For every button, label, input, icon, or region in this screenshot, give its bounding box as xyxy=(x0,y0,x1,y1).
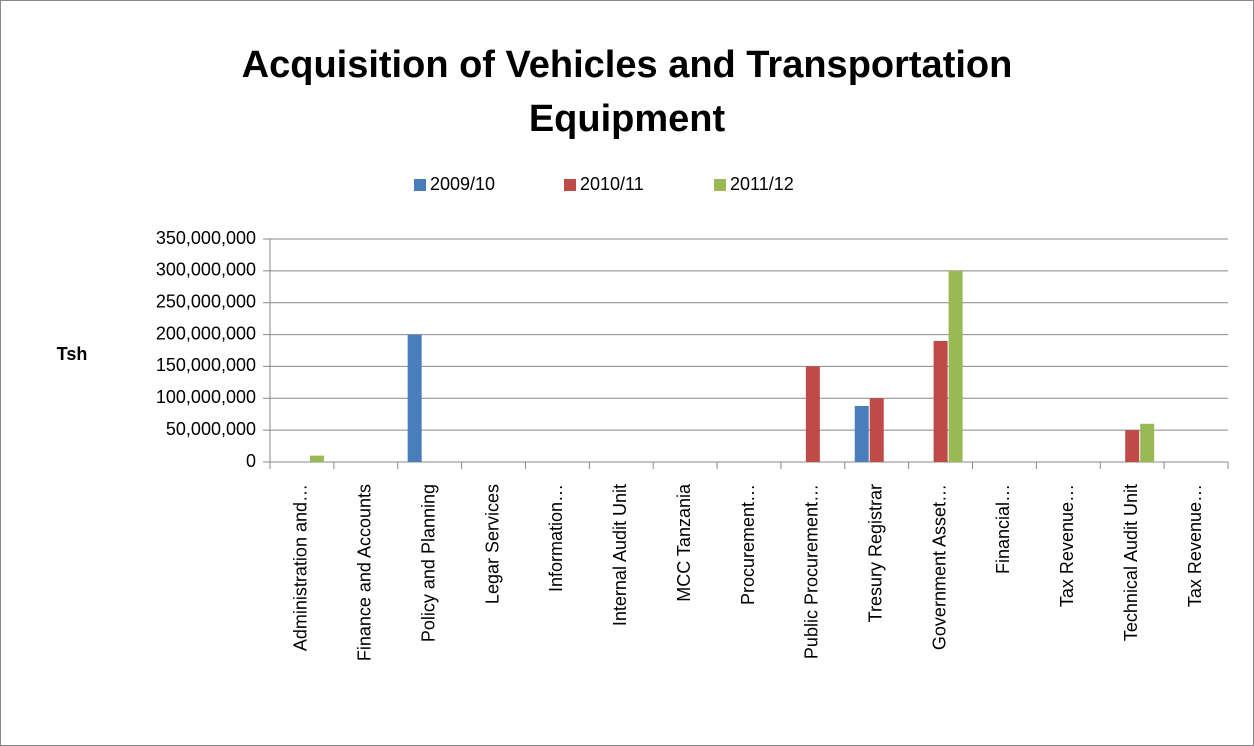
legend-label: 2011/12 xyxy=(730,174,794,194)
x-tick-label: Policy and Planning xyxy=(418,484,438,642)
legend-swatch xyxy=(414,179,426,191)
x-tick-label: Internal Audit Unit xyxy=(610,484,630,626)
bar xyxy=(948,270,963,462)
x-tick-label: Financial… xyxy=(993,484,1013,574)
y-tick-label: 150,000,000 xyxy=(156,355,256,375)
bar xyxy=(933,340,948,462)
x-tick-label: Tax Revenue… xyxy=(1057,484,1077,607)
legend-swatch xyxy=(714,179,726,191)
y-tick-label: 300,000,000 xyxy=(156,260,256,280)
y-tick-label: 200,000,000 xyxy=(156,323,256,343)
y-tick-label: 0 xyxy=(246,451,256,471)
x-tick-label: Legar Services xyxy=(482,484,502,604)
bar xyxy=(407,334,422,462)
bar xyxy=(1140,423,1155,462)
x-tick-label: Public Procurement… xyxy=(802,484,822,659)
legend-label: 2010/11 xyxy=(580,174,644,194)
y-axis-label: Tsh xyxy=(57,344,88,364)
bar xyxy=(805,366,820,462)
x-tick-label: Tresury Registrar xyxy=(865,484,885,622)
y-tick-label: 50,000,000 xyxy=(166,419,256,439)
x-tick-label: Government Asset… xyxy=(929,484,949,650)
bar xyxy=(869,398,884,462)
bar xyxy=(1125,430,1140,462)
y-tick-label: 350,000,000 xyxy=(156,228,256,248)
bar xyxy=(309,455,324,462)
x-tick-label: Technical Audit Unit xyxy=(1121,484,1141,641)
x-tick-label: Administration and… xyxy=(291,484,311,651)
legend-swatch xyxy=(564,179,576,191)
y-tick-label: 100,000,000 xyxy=(156,387,256,407)
x-tick-label: MCC Tanzania xyxy=(674,483,694,602)
bar xyxy=(854,405,869,462)
x-tick-label: Information… xyxy=(546,484,566,592)
x-tick-label: Procurement… xyxy=(738,484,758,605)
legend-label: 2009/10 xyxy=(430,174,495,194)
x-tick-label: Tax Revenue… xyxy=(1185,484,1205,607)
y-tick-label: 250,000,000 xyxy=(156,291,256,311)
chart-title: Acquisition of Vehicles and Transportati… xyxy=(241,44,1013,140)
x-tick-label: Finance and Accounts xyxy=(355,484,375,661)
